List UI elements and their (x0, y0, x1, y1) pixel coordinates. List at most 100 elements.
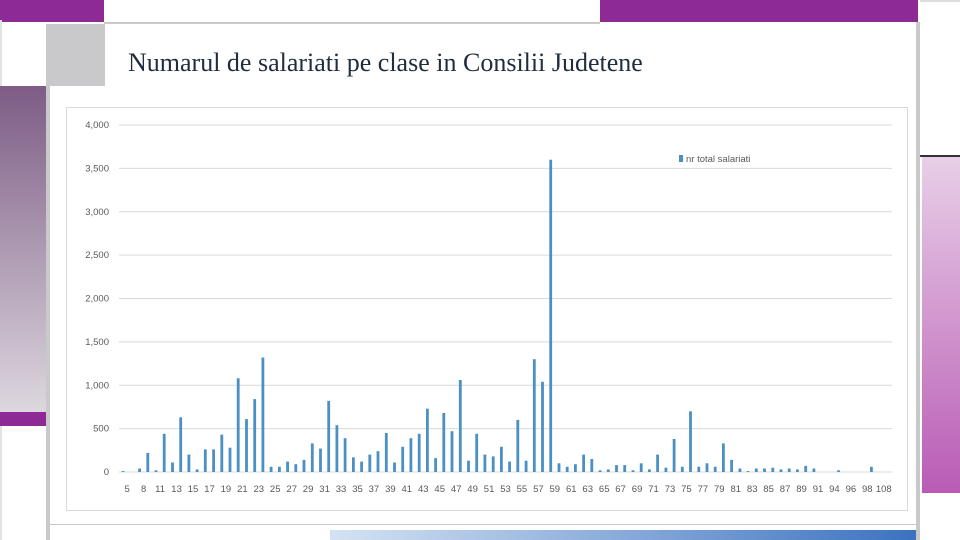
x-tick-label: 67 (615, 484, 626, 495)
legend-label: nr total salariati (686, 154, 750, 165)
bar (352, 457, 355, 472)
bar (639, 463, 643, 472)
bar (738, 468, 742, 472)
x-tick-label: 33 (336, 484, 347, 495)
bar (154, 470, 158, 472)
x-tick-label: 87 (780, 484, 791, 495)
bar (491, 456, 495, 472)
bar (319, 448, 322, 472)
bar (179, 417, 183, 472)
bar (426, 408, 429, 472)
top-border-line (104, 22, 600, 24)
bar (746, 471, 750, 472)
bar (532, 359, 536, 472)
top-left-purple-bar (0, 0, 104, 22)
bar (722, 443, 725, 472)
bar-chart: 0 500 1,000 1,500 2,000 2,500 3,000 3,500 4,000 5… (85, 120, 892, 495)
bar (615, 465, 618, 472)
x-tick-label: 65 (599, 484, 610, 495)
bar (195, 469, 199, 472)
bar (310, 443, 314, 472)
x-tick-label: 8 (141, 484, 146, 495)
bar (870, 466, 873, 472)
bar (253, 399, 257, 472)
bar (796, 469, 799, 472)
bar (278, 466, 281, 472)
bar (730, 459, 733, 472)
bar (837, 470, 840, 472)
bar (541, 381, 544, 472)
y-tick-label: 1,500 (85, 337, 109, 348)
bar (269, 466, 273, 472)
x-tick-label: 59 (550, 484, 561, 495)
x-tick-label: 55 (517, 484, 528, 495)
bar (697, 466, 701, 472)
top-right-purple-bar (600, 0, 918, 22)
bar (467, 460, 470, 472)
x-tick-label: 13 (171, 484, 182, 495)
x-tick-label: 37 (369, 484, 380, 495)
bar (549, 159, 553, 472)
y-tick-label: 4,000 (85, 120, 109, 131)
bar (713, 466, 717, 472)
x-tick-label: 15 (188, 484, 199, 495)
left-mauve-gradient-bar (0, 86, 46, 412)
x-tick-label: 19 (221, 484, 232, 495)
bar (754, 468, 758, 472)
x-tick-label: 63 (582, 484, 593, 495)
bar (458, 380, 462, 472)
x-tick-label: 73 (665, 484, 676, 495)
bar (623, 465, 627, 472)
x-tick-label: 96 (846, 484, 857, 495)
bar (245, 419, 248, 472)
x-tick-label: 89 (796, 484, 807, 495)
x-tick-label: 47 (451, 484, 462, 495)
legend-swatch (679, 155, 683, 162)
right-pink-gradient-bar (922, 157, 960, 493)
bottom-line (50, 524, 916, 525)
x-tick-label: 51 (484, 484, 495, 495)
bottom-blue-gradient-bar (330, 530, 916, 540)
x-tick-label: 41 (402, 484, 413, 495)
slide-title: Numarul de salariati pe clase in Consili… (128, 48, 643, 77)
bar (146, 452, 150, 472)
bar (598, 470, 602, 472)
x-tick-label: 57 (533, 484, 544, 495)
x-tick-label: 49 (467, 484, 478, 495)
bar (606, 469, 610, 472)
bar (582, 454, 585, 472)
x-tick-label: 45 (434, 484, 445, 495)
x-tick-label: 17 (204, 484, 215, 495)
left-purple-accent (0, 412, 46, 426)
right-gray-strip (916, 22, 920, 540)
x-tick-label: 39 (385, 484, 396, 495)
bar (508, 461, 511, 472)
bar (516, 419, 520, 472)
bar (779, 469, 783, 472)
right-top-line (920, 0, 960, 2)
bar (171, 462, 174, 472)
bar (236, 378, 240, 472)
x-tick-label: 5 (125, 484, 130, 495)
bar (393, 462, 396, 472)
bar (417, 433, 421, 472)
y-tick-label: 500 (93, 424, 109, 435)
x-tick-label: 81 (731, 484, 742, 495)
x-tick-label: 35 (352, 484, 363, 495)
bar (286, 461, 289, 472)
bar (368, 454, 372, 472)
y-tick-label: 3,500 (85, 163, 109, 174)
bar (434, 458, 437, 472)
bar (475, 433, 479, 472)
chart-area: 0 500 1,000 1,500 2,000 2,500 3,000 3,500 4,000 5… (66, 107, 908, 511)
x-tick-label: 75 (681, 484, 692, 495)
bar (409, 438, 413, 472)
bar (500, 446, 503, 472)
bar (557, 463, 561, 472)
x-tick-label: 21 (237, 484, 248, 495)
y-tick-label: 2,500 (85, 250, 109, 261)
x-tick-label: 11 (155, 484, 165, 495)
bar (590, 459, 594, 472)
bar (384, 433, 388, 472)
bar (138, 468, 141, 472)
